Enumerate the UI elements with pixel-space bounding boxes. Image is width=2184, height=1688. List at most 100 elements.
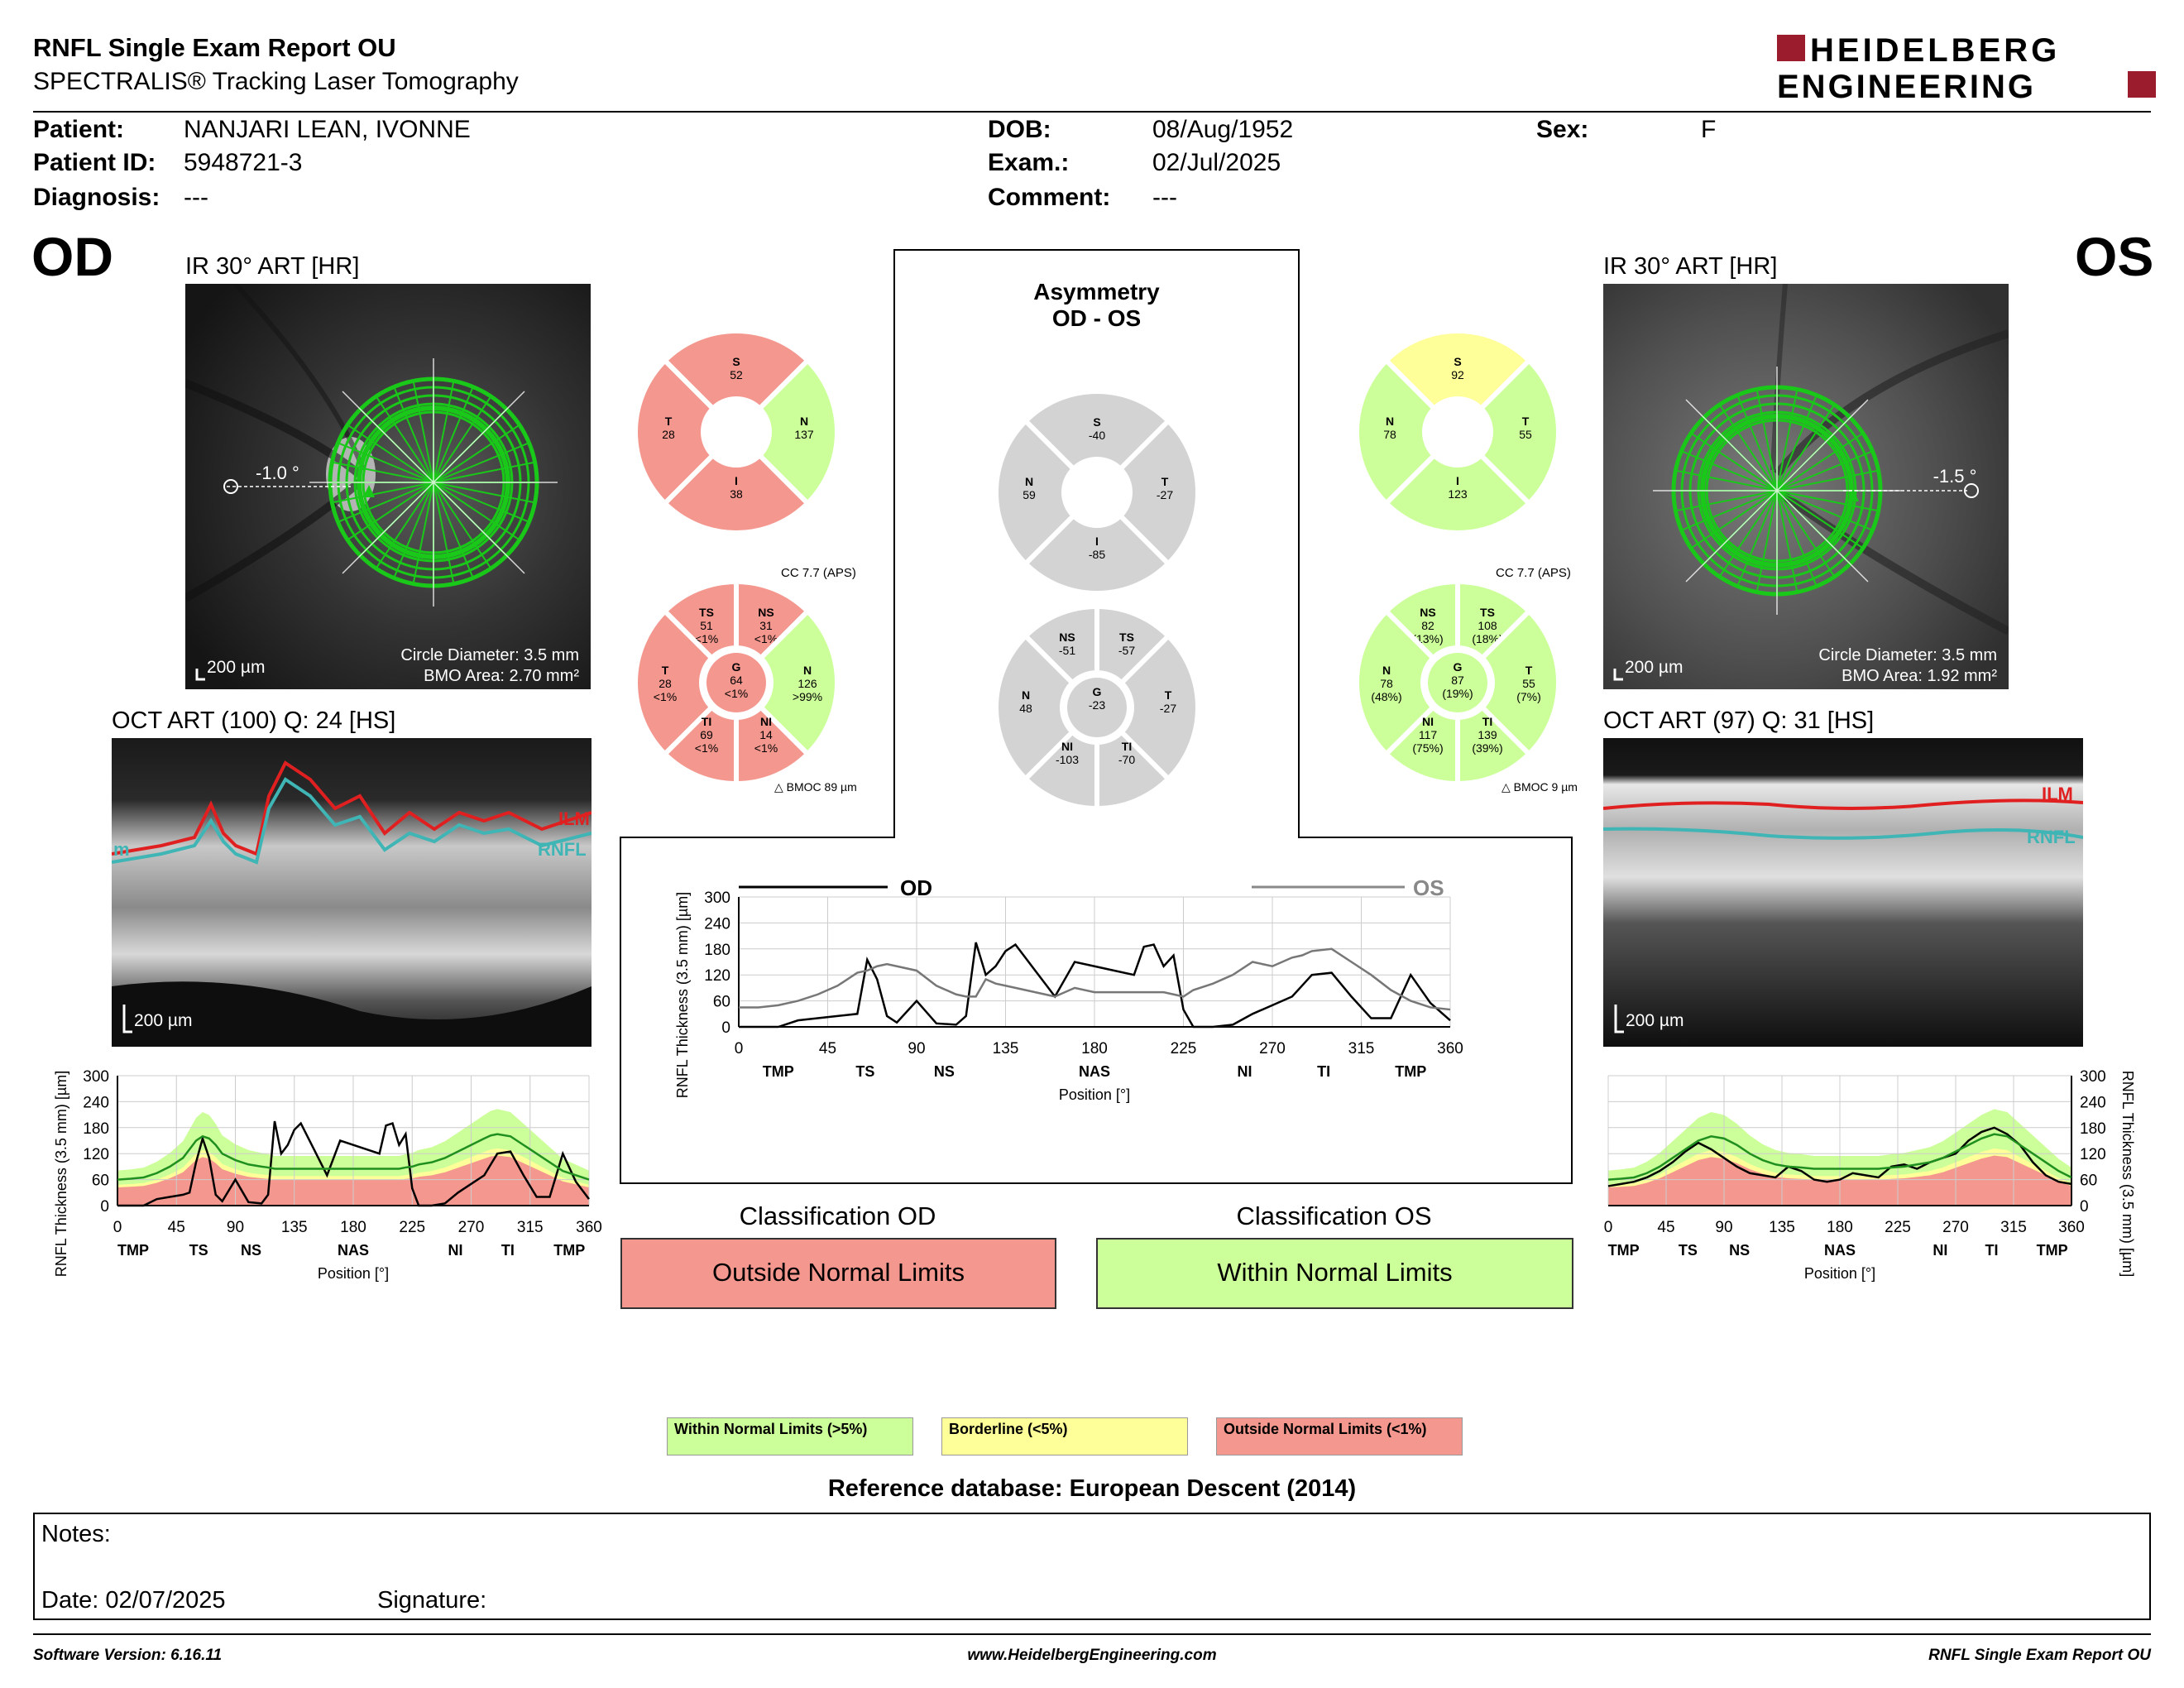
asym-disc4-label-t-line1: -27 xyxy=(1157,488,1173,501)
od-disc6-label-n-line0: N xyxy=(803,664,812,677)
asym-disc6-sector-ts xyxy=(1094,603,1172,687)
od-disc6-label-n-line1: 126 xyxy=(797,677,817,690)
od-fundus-svg: -1.0 ° 200 µm Circle Diameter: 3.5 mm BM… xyxy=(185,284,591,689)
asym-disc4-sector-s xyxy=(1022,389,1172,472)
asymmetry-thickness-profile-xtick: 270 xyxy=(1259,1040,1286,1057)
asymmetry-thickness-profile-xtick: 225 xyxy=(1171,1040,1197,1057)
os-thickness-profile-sector-ns: NS xyxy=(1729,1242,1750,1259)
od-thickness-profile-sector-ts: TS xyxy=(189,1242,208,1259)
od-thickness-profile-series-od xyxy=(117,1120,590,1207)
od-thickness-profile-ylabel: RNFL Thickness (3.5 mm) [µm] xyxy=(53,1071,69,1277)
os-disc6-label-n-line2: (48%) xyxy=(1371,690,1401,703)
asymmetry-thickness-profile-ytick: 0 xyxy=(721,1019,730,1037)
asym-disc6-label-t-line1: -27 xyxy=(1160,702,1176,715)
od-disc4-sector-t xyxy=(633,357,716,507)
asym-disc6-label-ts-line0: TS xyxy=(1119,631,1134,644)
od-disc4-label-i-line1: 38 xyxy=(730,487,743,501)
asymmetry-thickness-profile-xtick: 180 xyxy=(1081,1040,1108,1057)
od-disc4-label-n-line0: N xyxy=(800,415,808,428)
report-subtitle: SPECTRALIS® Tracking Laser Tomography xyxy=(33,68,519,95)
od-disc6-label-g-line2: <1% xyxy=(725,687,748,700)
asymmetry-thickness-profile-xtick: 90 xyxy=(908,1040,925,1057)
os-thickness-profile-xtick: 45 xyxy=(1657,1219,1674,1236)
report-title: RNFL Single Exam Report OU xyxy=(33,33,396,62)
os-thickness-profile-sector-ts: TS xyxy=(1679,1242,1698,1259)
legend-borderline: Borderline (<5%) xyxy=(941,1417,1188,1455)
os-bmo-area: BMO Area: 1.92 mm² xyxy=(1842,667,1997,685)
od-thickness-profile-xtick: 0 xyxy=(113,1219,122,1236)
reference-database: Reference database: European Descent (20… xyxy=(827,1475,1357,1502)
os-disc4-label-s-line1: 92 xyxy=(1451,368,1464,381)
os-disc4-sector-t xyxy=(1478,357,1561,507)
os-thickness-profile-xtick: 0 xyxy=(1604,1219,1613,1236)
asymmetry-thickness-profile-sector-ti: TI xyxy=(1317,1063,1330,1080)
os-disc6-label-ni-line2: (75%) xyxy=(1412,741,1443,755)
asym-disc6-label-ns-line0: NS xyxy=(1059,631,1075,644)
od-disc4-label-t-line1: 28 xyxy=(662,428,675,441)
od-disc6-label-g-line0: G xyxy=(732,660,741,674)
asym-disc6-sector-ti xyxy=(1094,728,1172,812)
os-disc6-label-ti-line1: 139 xyxy=(1478,728,1497,741)
asymmetry-thickness-profile-xtick: 360 xyxy=(1437,1040,1463,1057)
od-thickness-profile-xtick: 45 xyxy=(168,1219,185,1236)
os-fundus-svg: -1.5 ° 200 µm Circle Diameter: 3.5 mm BM… xyxy=(1603,284,2009,689)
asym-disc4-label-n-line1: 59 xyxy=(1023,488,1036,501)
od-disc4-sector-i xyxy=(661,452,812,535)
os-thickness-profile-sector-ni: NI xyxy=(1933,1242,1947,1259)
os-bmoc-value: BMOC 9 µm xyxy=(1513,780,1578,794)
os-thickness-profile-sector-tmp: TMP xyxy=(2037,1242,2068,1259)
os-disc6-label-g-line1: 87 xyxy=(1451,674,1464,687)
os-rnfl-label: RNFL xyxy=(2027,827,2076,847)
os-bmoc: △ BMOC 9 µm xyxy=(1502,780,1578,794)
patient-label: Patient: xyxy=(33,116,125,143)
od-oct-svg: ILM RNFL m 200 µm xyxy=(112,738,592,1047)
dob-value: 08/Aug/1952 xyxy=(1152,116,1294,143)
asymmetry-thickness-profile-ytick: 120 xyxy=(704,967,730,985)
software-version: Software Version: 6.16.11 xyxy=(33,1647,223,1664)
od-disc6-label-t-line0: T xyxy=(662,664,669,677)
asym-disc6-label-ti-line1: -70 xyxy=(1118,753,1135,766)
asymmetry-thickness-profile-sector-nas: NAS xyxy=(1079,1063,1110,1080)
os-thickness-profile-ytick: 300 xyxy=(2080,1068,2106,1086)
od-thickness-profile-xtick: 225 xyxy=(399,1219,425,1236)
od-disc4-sector-s xyxy=(661,328,812,412)
os-oct-label: OCT ART (97) Q: 31 [HS] xyxy=(1603,707,1875,734)
od-disc6-label-ts-line2: <1% xyxy=(695,632,718,645)
logo-line1: HEIDELBERG xyxy=(1810,32,2060,69)
asym-disc6-label-ni-line0: NI xyxy=(1061,740,1073,753)
os-thickness-profile-xtick: 180 xyxy=(1827,1219,1853,1236)
classification-od-box: Outside Normal Limits xyxy=(620,1238,1056,1309)
exam-value: 02/Jul/2025 xyxy=(1152,149,1281,176)
asym-disc6-label-g-line0: G xyxy=(1093,685,1102,698)
os-disc6-label-n-line1: 78 xyxy=(1380,677,1393,690)
os-disc6-label-g-line0: G xyxy=(1454,660,1463,674)
os-thickness-profile-sector-nas: NAS xyxy=(1824,1242,1856,1259)
asym-disc6-label-t-line0: T xyxy=(1165,688,1172,702)
asymmetry-thickness-profile-series-od xyxy=(739,942,1451,1029)
os-thickness-profile-series-normal xyxy=(1607,1133,2072,1181)
os-disc6-label-ti-line2: (39%) xyxy=(1472,741,1502,755)
footer-divider xyxy=(33,1633,2151,1635)
od-rnfl-label: RNFL xyxy=(538,839,587,860)
os-thickness-profile-xtick: 315 xyxy=(2000,1219,2027,1236)
asymmetry-thickness-profile-xtick: 45 xyxy=(819,1040,836,1057)
od-circle-diameter: Circle Diameter: 3.5 mm xyxy=(400,646,579,664)
os-disc6-sector-ti xyxy=(1455,703,1533,787)
od-thickness-profile-sector-ti: TI xyxy=(501,1242,515,1259)
patient-value: NANJARI LEAN, IVONNE xyxy=(184,116,471,143)
asymmetry-thickness-profile-sector-ni: NI xyxy=(1238,1063,1252,1080)
os-disc6-label-g-line2: (19%) xyxy=(1442,687,1473,700)
classification-os-box: Within Normal Limits xyxy=(1096,1238,1573,1309)
os-disc6-label-ts-line0: TS xyxy=(1480,606,1495,619)
os-disc4-label-t-line1: 55 xyxy=(1519,428,1532,441)
os-disc4-label-n-line0: N xyxy=(1386,415,1394,428)
os-circle-diameter: Circle Diameter: 3.5 mm xyxy=(1818,646,1997,664)
od-disc6-label-ti-line1: 69 xyxy=(700,728,713,741)
asymmetry-thickness-profile-ylabel: RNFL Thickness (3.5 mm) [µm] xyxy=(674,892,691,1098)
os-oct-bscan: ILM RNFL 200 µm xyxy=(1603,738,2083,1047)
os-cc-label: CC 7.7 (APS) xyxy=(1496,566,1571,580)
od-oct-label: OCT ART (100) Q: 24 [HS] xyxy=(112,707,396,734)
od-oct-bscan: ILM RNFL m 200 µm xyxy=(112,738,592,1047)
classification-os-title: Classification OS xyxy=(1236,1201,1432,1230)
